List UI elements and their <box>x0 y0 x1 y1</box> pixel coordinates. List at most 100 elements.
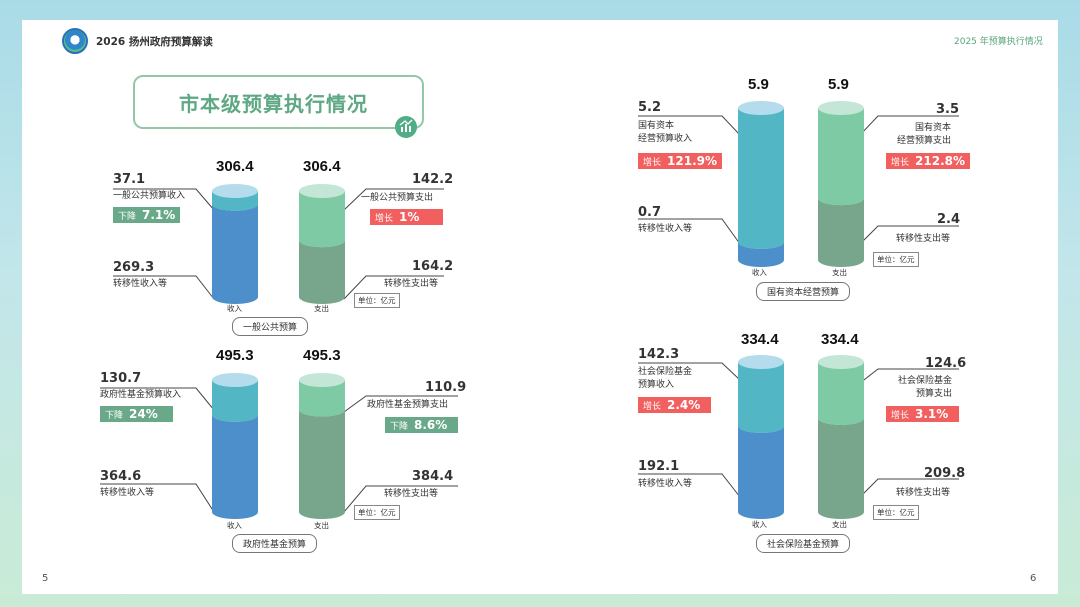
expense-main-segment <box>299 191 345 248</box>
social-income-transfer-label: 转移性收入等 <box>638 479 693 489</box>
income-main-segment <box>738 362 784 433</box>
general-income-transfer-value: 269.3 <box>113 260 155 275</box>
badge-pct: 1% <box>399 210 420 224</box>
expense-transfer-segment <box>818 417 864 519</box>
social-expense-change-badge: 增长 3.1% <box>886 406 959 422</box>
badge-pct: 212.8% <box>915 154 965 168</box>
fund-caption: 政府性基金预算 <box>232 534 318 553</box>
state-expense-transfer-label: 转移性支出等 <box>896 234 951 244</box>
general-income-transfer-label: 转移性收入等 <box>113 279 168 289</box>
fund-income-total: 495.3 <box>216 347 254 364</box>
expense-segment-boundary <box>818 191 864 206</box>
social-expense-transfer-value: 209.8 <box>924 466 966 481</box>
badge-pct: 8.6% <box>414 418 448 432</box>
page-title: 市本级预算执行情况 <box>179 92 368 116</box>
state-expense-main-label: 国有资本 经营预算支出 <box>897 123 952 146</box>
income-segment-boundary <box>212 196 258 211</box>
state-unit: 单位：亿元 <box>873 252 919 267</box>
expense-segment-boundary <box>299 402 345 417</box>
social-expense-main-label: 社会保险基金 预算支出 <box>898 376 953 399</box>
badge-text: 下降 <box>118 212 137 222</box>
state-income-main-value: 5.2 <box>638 100 662 115</box>
expense-transfer-segment <box>299 240 345 304</box>
state-income-main-label: 国有资本 经营预算收入 <box>638 121 693 144</box>
social-expense-main-value: 124.6 <box>925 356 967 371</box>
general-income-main-label: 一般公共预算收入 <box>113 191 186 201</box>
state-caption: 国有资本经营预算 <box>756 282 851 301</box>
badge-pct: 121.9% <box>667 154 717 168</box>
general-expense-total: 306.4 <box>303 158 341 175</box>
state-expense-main-value: 3.5 <box>936 102 960 117</box>
income-transfer-segment <box>738 425 784 519</box>
state-axis-income: 收入 <box>752 268 767 277</box>
social-expense-total: 334.4 <box>821 331 859 348</box>
badge-text: 增长 <box>643 158 662 168</box>
page-number-left: 5 <box>42 573 49 584</box>
general-expense-transfer-value: 164.2 <box>412 259 454 274</box>
general-income-cylinder <box>212 184 258 304</box>
fund-income-cylinder <box>212 373 258 519</box>
social-axis-income: 收入 <box>752 520 767 529</box>
income-top-cap <box>212 373 258 387</box>
fund-expense-cylinder <box>299 373 345 519</box>
state-expense-total: 5.9 <box>828 76 849 93</box>
state-income-total: 5.9 <box>748 76 769 93</box>
badge-text: 增长 <box>891 158 910 168</box>
social-unit: 单位：亿元 <box>873 505 919 520</box>
fund-income-main-value: 130.7 <box>100 371 142 386</box>
general-expense-change-badge: 增长 1% <box>370 209 443 225</box>
expense-top-cap <box>818 355 864 369</box>
fund-expense-change-badge: 下降 8.6% <box>385 417 458 433</box>
expense-transfer-segment <box>299 409 345 519</box>
income-top-cap <box>212 184 258 198</box>
state-axis-expense: 支出 <box>832 268 847 277</box>
fund-expense-main-value: 110.9 <box>425 380 467 395</box>
general-income-total: 306.4 <box>216 158 254 175</box>
income-main-segment <box>738 108 784 249</box>
state-income-transfer-label: 转移性收入等 <box>638 224 693 234</box>
badge-pct: 7.1% <box>142 208 176 222</box>
income-top-cap <box>738 101 784 115</box>
general-income-main-value: 37.1 <box>113 172 146 187</box>
badge-text: 下降 <box>390 422 409 432</box>
general-income-change-badge: 下降 7.1% <box>113 207 181 223</box>
state-income-transfer-value: 0.7 <box>638 205 662 220</box>
general-expense-cylinder <box>299 184 345 304</box>
badge-text: 下降 <box>105 411 124 421</box>
income-segment-boundary <box>738 234 784 249</box>
state-expense-cylinder <box>818 101 864 267</box>
badge-pct: 3.1% <box>915 407 949 421</box>
fund-expense-main-label: 政府性基金预算支出 <box>367 400 449 410</box>
expense-main-segment <box>818 108 864 206</box>
general-axis-income: 收入 <box>227 304 242 313</box>
social-income-main-value: 142.3 <box>638 347 680 362</box>
fund-unit: 单位：亿元 <box>354 505 400 520</box>
state-expense-transfer-value: 2.4 <box>937 212 961 227</box>
fund-expense-transfer-value: 384.4 <box>412 469 454 484</box>
page-number-right: 6 <box>1030 573 1037 584</box>
income-segment-boundary <box>212 407 258 422</box>
social-income-total: 334.4 <box>741 331 779 348</box>
expense-segment-boundary <box>299 233 345 248</box>
badge-pct: 24% <box>129 407 158 421</box>
general-expense-main-label: 一般公共预算支出 <box>361 193 434 203</box>
social-expense-transfer-label: 转移性支出等 <box>896 488 951 498</box>
brand: 2026 扬州政府预算解读 <box>62 28 213 54</box>
fund-income-main-label: 政府性基金预算收入 <box>100 390 182 400</box>
income-transfer-segment <box>738 241 784 267</box>
badge-text: 增长 <box>891 411 910 421</box>
general-expense-transfer-label: 转移性支出等 <box>384 279 439 289</box>
income-transfer-segment <box>212 414 258 519</box>
social-expense-cylinder <box>818 355 864 519</box>
social-income-transfer-value: 192.1 <box>638 459 680 474</box>
section-title: 2025 年预算执行情况 <box>954 37 1043 47</box>
general-expense-main-value: 142.2 <box>412 172 454 187</box>
general-unit: 单位：亿元 <box>354 293 400 308</box>
income-top-cap <box>738 355 784 369</box>
social-income-change-badge: 增长 2.4% <box>638 397 711 413</box>
bar-chart-icon <box>395 116 417 138</box>
title-box: 市本级预算执行情况 <box>133 75 424 129</box>
badge-text: 增长 <box>643 402 662 412</box>
social-caption: 社会保险基金预算 <box>756 534 851 553</box>
